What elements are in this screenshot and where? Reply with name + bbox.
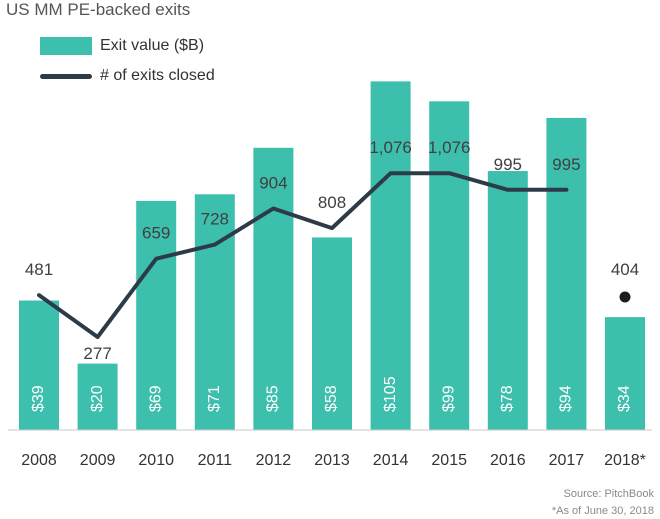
bar-exit-value bbox=[253, 147, 294, 431]
bar-value-label: $94 bbox=[558, 385, 575, 412]
bar-value-label: $71 bbox=[206, 385, 223, 412]
x-tick-label: 2010 bbox=[138, 452, 174, 469]
bar-exit-value bbox=[312, 237, 352, 430]
bar-value-label: $78 bbox=[499, 385, 516, 412]
source-note: Source: PitchBook bbox=[563, 488, 655, 500]
bar-value-label: $39 bbox=[30, 385, 47, 412]
legend-item-exit-value: Exit value ($B) bbox=[40, 37, 204, 55]
x-tick-label: 2008 bbox=[21, 452, 57, 469]
chart-title: US MM PE-backed exits bbox=[6, 0, 191, 19]
line-value-label: 1,076 bbox=[428, 138, 471, 157]
line-value-label: 995 bbox=[494, 155, 522, 174]
bar-value-label: $85 bbox=[265, 385, 282, 412]
legend-swatch-line bbox=[40, 73, 92, 79]
x-tick-label: 2011 bbox=[198, 452, 233, 469]
bar-exit-value bbox=[19, 300, 59, 430]
x-tick-label: 2017 bbox=[549, 452, 585, 469]
legend-label-exit-value: Exit value ($B) bbox=[100, 37, 205, 54]
bar-exit-value bbox=[77, 363, 118, 430]
line-exits-closed bbox=[37, 171, 569, 339]
line-value-label: 277 bbox=[83, 344, 111, 363]
bar-exit-value bbox=[370, 81, 411, 431]
legend-label-exits-closed: # of exits closed bbox=[100, 67, 215, 84]
bar-exit-value bbox=[487, 171, 528, 431]
bar-value-label: $58 bbox=[323, 385, 340, 412]
bar-value-label: $34 bbox=[616, 385, 633, 412]
line-value-label: 728 bbox=[201, 210, 229, 229]
asof-note: *As of June 30, 2018 bbox=[551, 505, 654, 517]
bar-exit-value bbox=[605, 317, 645, 430]
legend-item-exits-closed: # of exits closed bbox=[40, 67, 215, 85]
line-value-label: 808 bbox=[318, 193, 346, 212]
line-value-label: 659 bbox=[142, 224, 170, 243]
bar-exit-value bbox=[194, 194, 235, 430]
bar-exit-value bbox=[546, 117, 587, 431]
x-tick-label: 2013 bbox=[314, 452, 350, 469]
bar-exit-value bbox=[429, 101, 470, 430]
line-value-label: 404 bbox=[611, 260, 639, 279]
legend-swatch-bar bbox=[40, 37, 92, 55]
x-tick-label: 2012 bbox=[256, 452, 292, 469]
bar-value-label: $105 bbox=[382, 376, 399, 412]
x-tick-label: 2014 bbox=[373, 452, 409, 469]
bar-exit-value bbox=[136, 200, 177, 430]
bar-value-label: $99 bbox=[440, 385, 457, 412]
point-exits-2018 bbox=[619, 291, 631, 303]
bar-value-label: $69 bbox=[147, 385, 164, 412]
x-tick-label: 2009 bbox=[80, 452, 116, 469]
line-value-label: 481 bbox=[25, 260, 53, 279]
x-tick-label: 2018* bbox=[604, 452, 646, 469]
line-value-label: 904 bbox=[259, 173, 287, 192]
line-value-label: 1,076 bbox=[369, 138, 412, 157]
x-tick-label: 2016 bbox=[490, 452, 526, 469]
x-tick-label: 2015 bbox=[431, 452, 467, 469]
line-value-label: 995 bbox=[552, 155, 580, 174]
bar-value-label: $20 bbox=[89, 385, 106, 412]
